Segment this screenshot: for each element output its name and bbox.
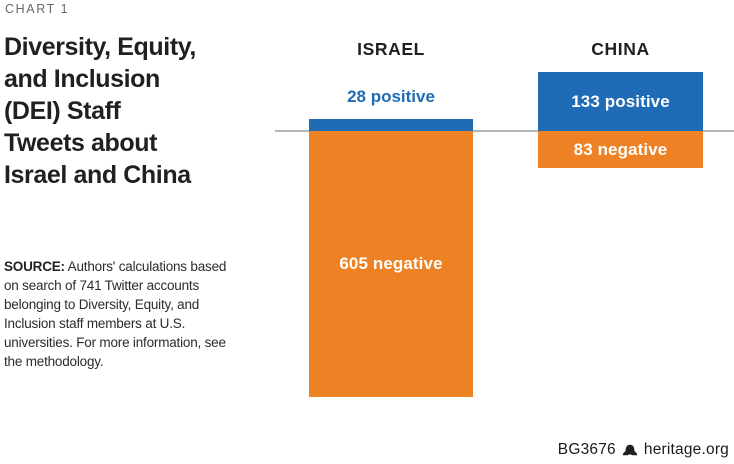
- israel-positive-bar: [309, 119, 473, 131]
- category-label-israel: ISRAEL: [357, 39, 425, 59]
- title-line-3: (DEI) Staff: [4, 97, 121, 125]
- china-positive-label: 133 positive: [571, 91, 670, 111]
- zero-baseline: [275, 130, 734, 132]
- title-line-5: Israel and China: [4, 161, 191, 189]
- category-label-china: CHINA: [591, 39, 650, 59]
- china-positive-bar: 133 positive: [538, 72, 703, 131]
- title-line-4: Tweets about: [4, 129, 158, 157]
- israel-negative-label: 605 negative: [339, 254, 443, 273]
- china-negative-label: 83 negative: [573, 139, 668, 159]
- source-label: SOURCE:: [4, 259, 65, 274]
- chart-title: Diversity, Equity, and Inclusion (DEI) S…: [4, 31, 254, 191]
- israel-negative-bar: 605 negative: [309, 131, 473, 397]
- footer-site-link: heritage.org: [643, 441, 729, 458]
- bar-group-china: CHINA 133 positive 83 negative: [538, 0, 703, 464]
- china-negative-bar: 83 negative: [538, 131, 703, 168]
- source-note: SOURCE: Authors' calculations based on s…: [4, 257, 244, 371]
- israel-positive-label: 28 positive: [347, 87, 435, 106]
- title-line-1: Diversity, Equity,: [4, 33, 196, 61]
- heritage-bell-icon: [622, 444, 638, 455]
- footer: BG3676 heritage.org: [558, 441, 729, 459]
- chart-number-label: CHART 1: [5, 2, 70, 16]
- report-id: BG3676: [557, 441, 616, 458]
- bar-group-israel: ISRAEL 28 positive 605 negative: [309, 0, 473, 464]
- title-line-2: and Inclusion: [4, 65, 160, 93]
- source-text: Authors' calculations based on search of…: [4, 259, 227, 369]
